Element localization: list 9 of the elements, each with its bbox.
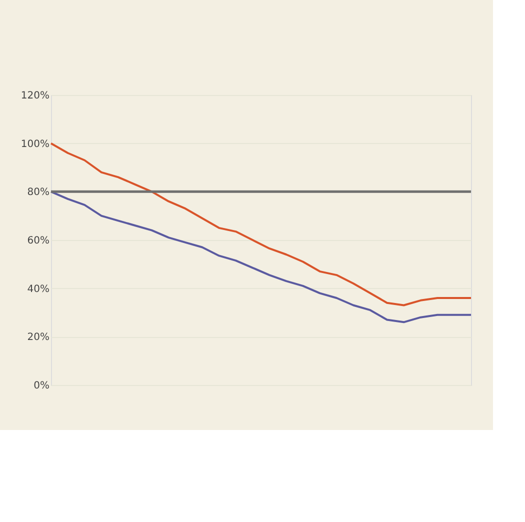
y-tick-label: 0% <box>34 380 50 392</box>
y-tick-label: 20% <box>27 332 50 344</box>
y-tick-label: 120% <box>20 90 50 102</box>
line-series <box>50 190 472 324</box>
y-tick-label: 40% <box>27 284 50 295</box>
y-tick-label: 100% <box>20 138 50 150</box>
y-tick-label: 60% <box>27 236 50 246</box>
y-tick-label: 80% <box>27 187 50 198</box>
line-series <box>50 142 472 306</box>
